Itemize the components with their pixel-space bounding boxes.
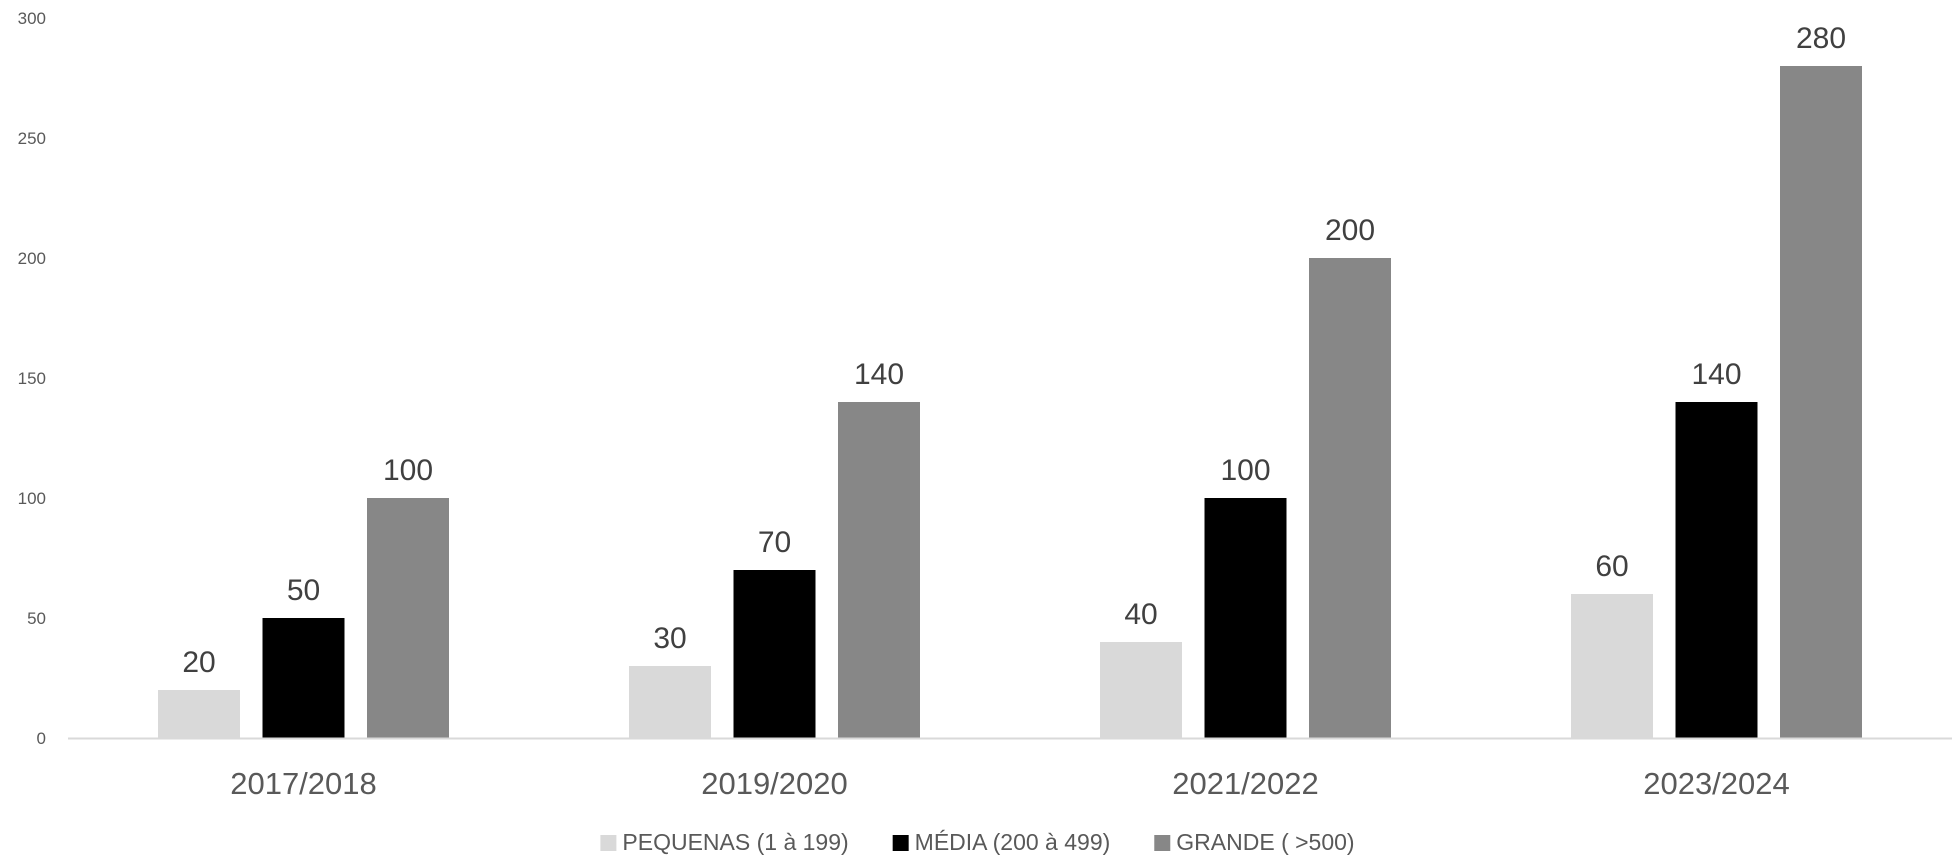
x-category-label: 2023/2024 (1643, 766, 1790, 801)
data-label: 30 (653, 622, 686, 655)
x-axis-category-labels: 2017/2018 2019/2020 2021/2022 2023/2024 (230, 766, 1790, 801)
legend-item: MÉDIA (200 à 499) (892, 829, 1111, 855)
legend-swatch (1154, 835, 1171, 851)
bars (158, 66, 1862, 738)
bar (262, 618, 345, 738)
x-category-label: 2019/2020 (701, 766, 848, 801)
data-label: 20 (182, 646, 215, 679)
y-tick-label: 0 (37, 729, 46, 748)
bar (838, 402, 920, 738)
bar (1780, 66, 1862, 738)
data-label: 100 (1220, 454, 1270, 487)
y-tick-label: 100 (18, 489, 46, 508)
data-labels: 20 50 100 30 70 140 40 100 200 60 140 280 (182, 22, 1846, 679)
bar (733, 570, 816, 738)
data-label: 140 (854, 358, 904, 391)
y-tick-label: 150 (18, 369, 46, 388)
legend: PEQUENAS (1 à 199) MÉDIA (200 à 499) GRAND… (600, 829, 1355, 855)
x-category-label: 2021/2022 (1172, 766, 1319, 801)
legend-item: GRANDE ( >500) (1154, 829, 1355, 855)
y-tick-label: 200 (18, 249, 46, 268)
y-tick-label: 50 (27, 609, 46, 628)
y-tick-label: 300 (18, 9, 46, 28)
data-label: 40 (1124, 598, 1157, 631)
bar (1309, 258, 1391, 738)
legend-label: PEQUENAS (1 à 199) (622, 829, 848, 855)
legend-swatch (600, 835, 617, 851)
bar (629, 666, 711, 738)
data-label: 70 (758, 526, 791, 559)
data-label: 60 (1595, 550, 1628, 583)
legend-label: GRANDE ( >500) (1176, 829, 1354, 855)
data-label: 50 (287, 574, 320, 607)
bar (1675, 402, 1758, 738)
legend-label: MÉDIA (200 à 499) (915, 829, 1111, 855)
data-label: 140 (1691, 358, 1741, 391)
legend-item: PEQUENAS (1 à 199) (600, 829, 849, 855)
y-axis-ticks: 0 50 100 150 200 250 300 (18, 9, 46, 748)
bar (1100, 642, 1182, 738)
x-category-label: 2017/2018 (230, 766, 377, 801)
data-label: 280 (1796, 22, 1846, 55)
data-label: 100 (383, 454, 433, 487)
bar (1571, 594, 1653, 738)
legend-swatch (892, 835, 909, 851)
y-tick-label: 250 (18, 129, 46, 148)
bar (367, 498, 449, 738)
data-label: 200 (1325, 214, 1375, 247)
bar (1204, 498, 1287, 738)
bar (158, 690, 240, 738)
